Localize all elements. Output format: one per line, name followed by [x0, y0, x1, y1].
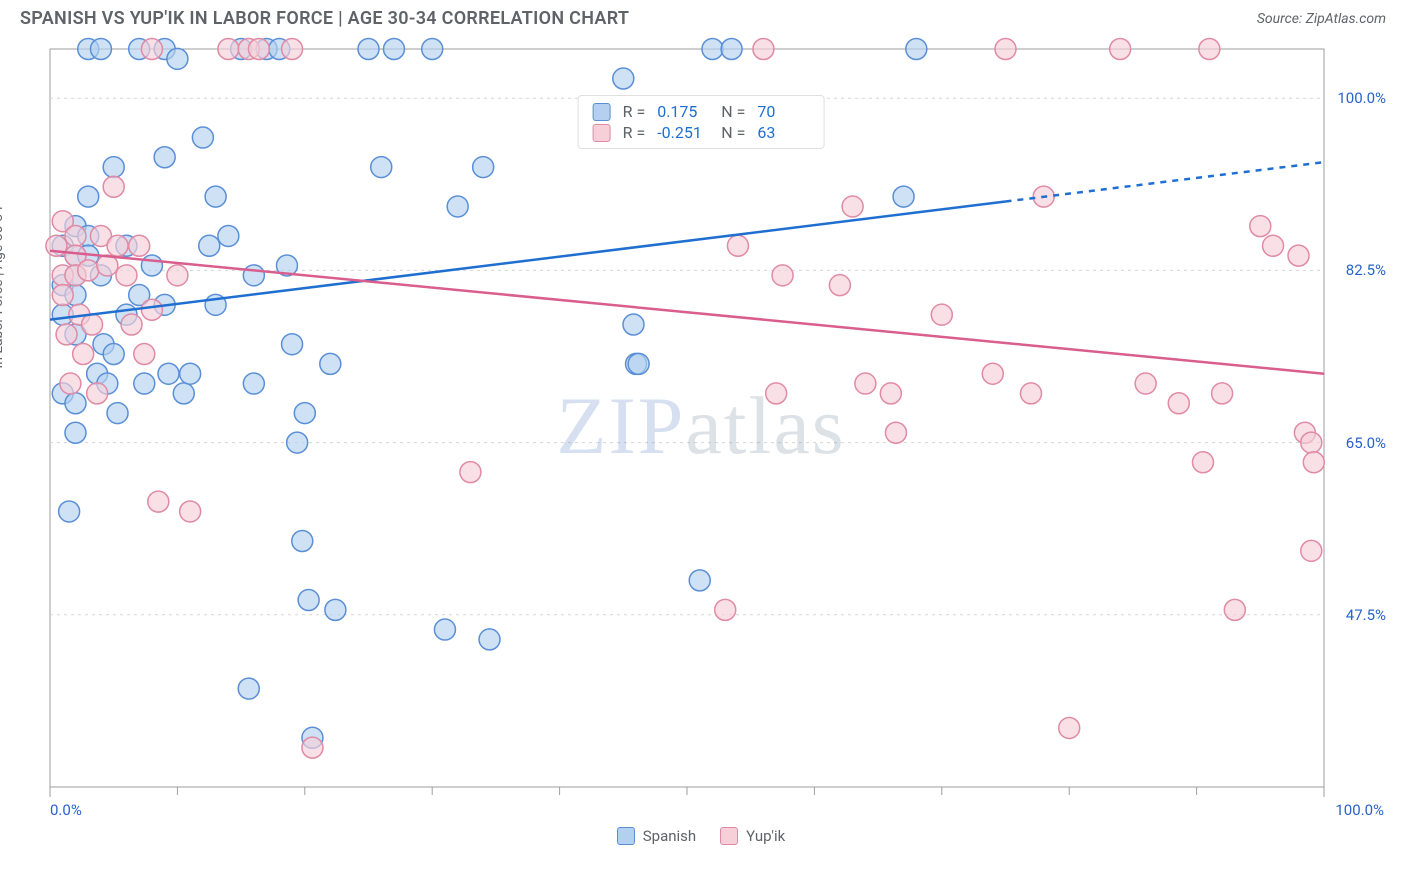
r-value-yupik: -0.251	[657, 123, 709, 142]
r-value-spanish: 0.175	[657, 102, 709, 121]
n-value-yupik: 63	[757, 123, 809, 142]
n-label: N =	[721, 123, 745, 142]
y-tick-label: 65.0%	[1346, 434, 1386, 452]
y-tick-label: 82.5%	[1346, 261, 1386, 279]
y-axis-label: In Labor Force | Age 30-34	[0, 206, 6, 369]
chart-title: SPANISH VS YUP'IK IN LABOR FORCE | AGE 3…	[20, 8, 629, 29]
x-tick-label-left: 0.0%	[50, 801, 82, 819]
chart-header: SPANISH VS YUP'IK IN LABOR FORCE | AGE 3…	[8, 8, 1398, 37]
n-value-spanish: 70	[757, 102, 809, 121]
swatch-spanish	[593, 103, 611, 121]
stats-legend: R = 0.175 N = 70 R = -0.251 N = 63	[578, 95, 825, 149]
series-legend: Spanish Yup'ik	[8, 827, 1394, 845]
x-tick-label-right: 100.0%	[1335, 801, 1384, 819]
stats-row-spanish: R = 0.175 N = 70	[593, 102, 810, 121]
n-label: N =	[721, 102, 745, 121]
plot-area: In Labor Force | Age 30-34 ZIPatlas R = …	[8, 37, 1394, 847]
y-tick-label: 47.5%	[1346, 606, 1386, 624]
swatch-yupik	[593, 124, 611, 142]
legend-item-yupik: Yup'ik	[720, 827, 785, 845]
y-tick-label: 100.0%	[1337, 89, 1386, 107]
r-label: R =	[623, 123, 646, 142]
r-label: R =	[623, 102, 646, 121]
scatter-svg	[8, 37, 1394, 847]
legend-item-spanish: Spanish	[617, 827, 696, 845]
source-label: Source: ZipAtlas.com	[1257, 11, 1386, 27]
legend-label-spanish: Spanish	[643, 827, 696, 845]
legend-swatch-yupik	[720, 827, 738, 845]
stats-row-yupik: R = -0.251 N = 63	[593, 123, 810, 142]
legend-swatch-spanish	[617, 827, 635, 845]
chart-container: SPANISH VS YUP'IK IN LABOR FORCE | AGE 3…	[0, 0, 1406, 892]
legend-label-yupik: Yup'ik	[746, 827, 785, 845]
